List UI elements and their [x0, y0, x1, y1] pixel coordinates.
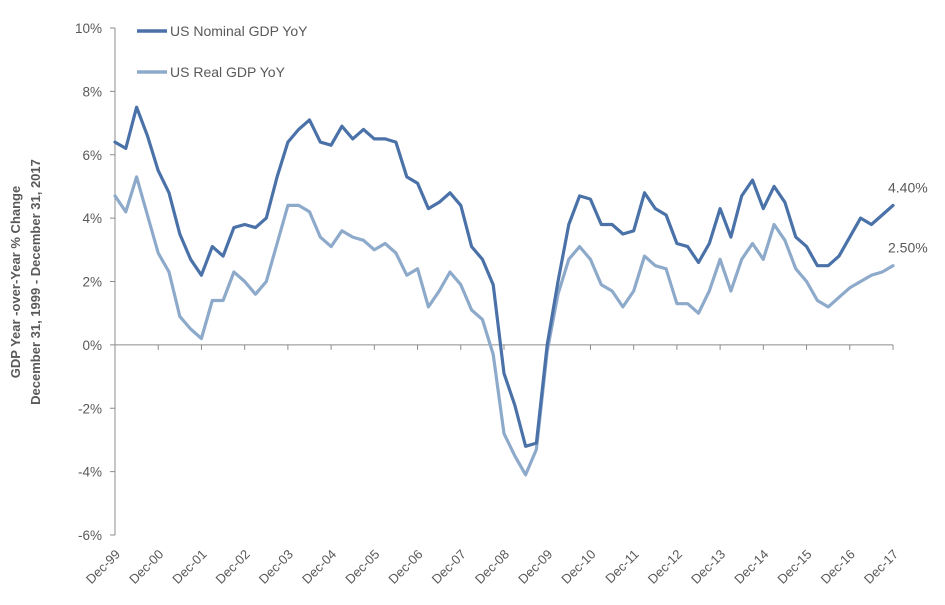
x-tick-label: Dec-12: [645, 547, 685, 587]
y-tick-label: 0%: [82, 338, 102, 353]
axes: -6% -4% -2% 0% 2% 4% 6% 8% 10% Dec-99 Dec-00 Dec-01…: [75, 21, 901, 587]
x-tick-label: Dec-09: [515, 547, 555, 587]
y-tick-label: 8%: [82, 84, 102, 99]
x-tick-label: Dec-13: [688, 547, 728, 587]
x-tick-label: Dec-16: [818, 547, 858, 587]
x-tick-label: Dec-14: [731, 547, 771, 587]
legend: US Nominal GDP YoY US Real GDP YoY: [137, 23, 308, 80]
x-tick-label: Dec-07: [429, 547, 469, 587]
x-tick-label: Dec-11: [602, 547, 642, 587]
legend-label-real: US Real GDP YoY: [170, 64, 286, 80]
y-axis-title-line1: GDP Year -over-Year % Change: [8, 186, 23, 378]
x-tick-label: Dec-06: [385, 547, 425, 587]
x-tick-label: Dec-03: [256, 547, 296, 587]
y-tick-label: 6%: [82, 148, 102, 163]
y-tick-label: 2%: [82, 275, 102, 290]
y-axis-title-line2: December 31, 1999 - December 31, 2017: [28, 159, 43, 405]
x-tick-label: Dec-05: [342, 547, 382, 587]
y-tick-label: -6%: [78, 528, 102, 543]
y-tick-label: -2%: [78, 401, 102, 416]
x-tick-label: Dec-02: [213, 547, 253, 587]
end-label-real: 2.50%: [888, 240, 928, 256]
series-line-real-gdp: [113, 175, 895, 477]
y-tick-label: 4%: [82, 211, 102, 226]
x-tick-label: Dec-17: [861, 547, 901, 587]
end-label-nominal: 4.40%: [888, 179, 928, 195]
x-tick-label: Dec-08: [472, 547, 512, 587]
series-layer: 2.50% 4.40%: [113, 105, 928, 477]
y-tick-label: -4%: [78, 465, 102, 480]
x-tick-label: Dec-01: [169, 547, 209, 587]
x-tick-label: Dec-00: [126, 547, 166, 587]
x-tick-label: Dec-10: [558, 547, 598, 587]
x-tick-label: Dec-04: [299, 547, 339, 587]
y-axis-title: GDP Year -over-Year % Change December 31…: [8, 159, 43, 405]
x-tick-label: Dec-99: [83, 547, 123, 587]
legend-label-nominal: US Nominal GDP YoY: [170, 23, 308, 39]
x-tick-label: Dec-15: [774, 547, 814, 587]
y-tick-label: 10%: [75, 21, 102, 36]
series-line-nominal-gdp: [113, 105, 895, 448]
